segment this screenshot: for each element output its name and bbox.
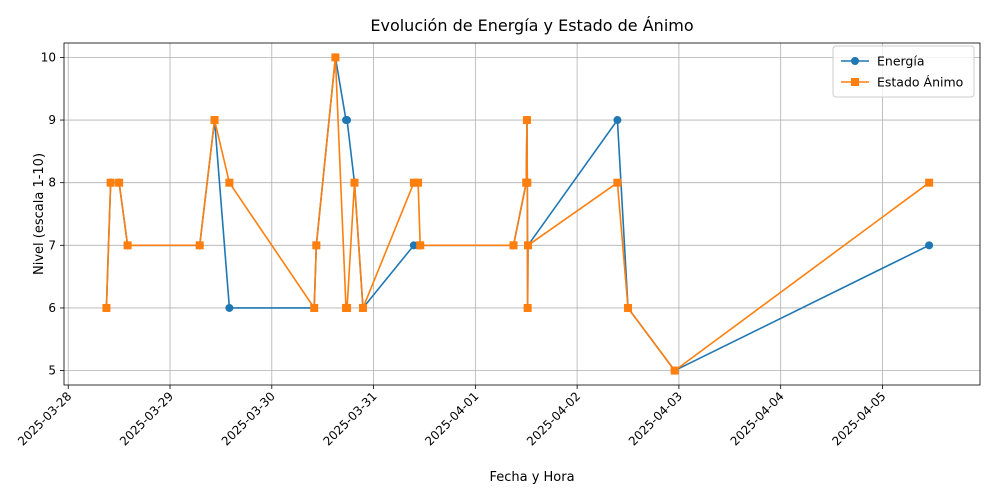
data-point [358,303,367,312]
data-point [613,178,622,187]
data-point [343,116,352,125]
data-point [524,241,533,250]
plot-area [64,43,980,385]
axes-border [63,42,981,386]
y-tick-label: 5 [48,364,56,378]
data-point [210,116,219,125]
legend-box [832,45,975,98]
data-point [310,303,319,312]
data-point [670,366,679,375]
data-point [925,178,934,187]
plot-frame [63,42,981,386]
data-point [925,241,934,250]
y-axis-label: Nivel (escala 1-10) [32,153,47,275]
x-axis-label: Fecha y Hora [489,470,574,485]
y-tick-label: 8 [48,176,56,190]
data-point [195,241,204,250]
y-tick-label: 9 [48,113,56,127]
data-point [115,178,124,187]
legend-marker [851,78,859,86]
data-point [624,303,633,312]
data-point [523,303,532,312]
plot-background [64,43,980,385]
data-point [522,116,531,125]
data-point [225,303,234,312]
data-point [523,178,532,187]
series-markers [102,53,934,375]
legend-marker [851,57,859,65]
data-point [123,241,132,250]
data-point [312,241,321,250]
y-tick-label: 10 [41,50,56,64]
grid-lines [64,43,980,385]
data-point [343,303,352,312]
legend: Energía Estado Ánimo [832,45,975,98]
data-point [613,116,622,125]
data-point [409,178,418,187]
y-tick-label: 7 [48,238,56,252]
y-axis: 5 6 7 8 9 10 [41,50,64,378]
chart-title: Evolución de Energía y Estado de Ánimo [370,16,693,35]
legend-label: Energía [877,54,925,69]
legend-label: Estado Ánimo [877,75,963,90]
y-tick-label: 6 [48,301,56,315]
data-point [102,303,111,312]
data-point [509,241,518,250]
data-point [350,178,359,187]
data-point [225,178,234,187]
data-point [414,178,423,187]
data-point [106,178,115,187]
data-point [416,241,425,250]
data-point [331,53,340,62]
